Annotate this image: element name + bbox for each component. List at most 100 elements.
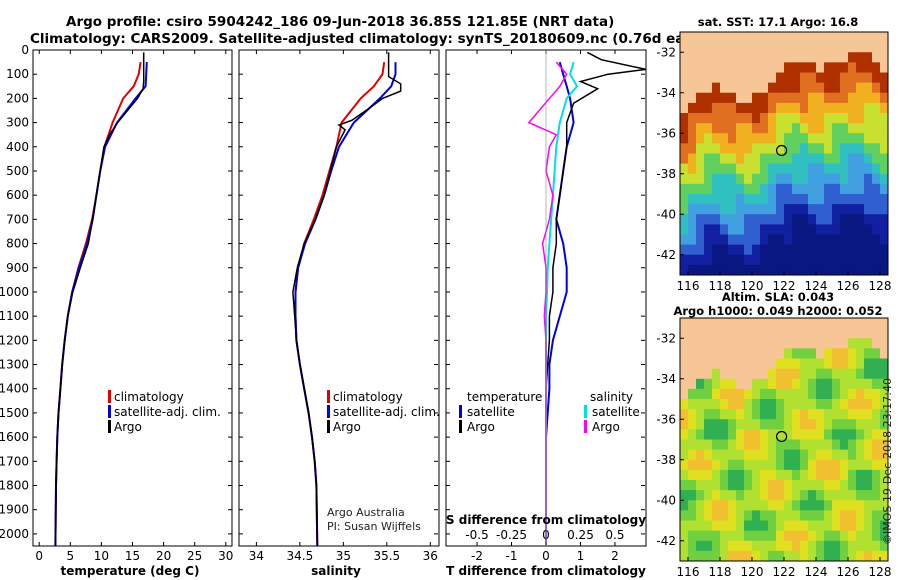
map-cell (824, 500, 833, 511)
map-cell (816, 194, 825, 205)
map-cell (736, 338, 745, 349)
map-cell (864, 214, 873, 225)
map-cell (776, 254, 785, 266)
map-cell (696, 429, 705, 441)
map-cell (816, 338, 825, 349)
map-cell (832, 439, 841, 451)
map-cell (736, 234, 745, 246)
y-tick-label: 900 (6, 261, 29, 275)
map-cell (680, 173, 689, 185)
map-cell (712, 388, 721, 400)
map-cell (760, 183, 769, 195)
map-cell (824, 409, 833, 420)
map-cell (808, 328, 817, 339)
map-cell (696, 62, 705, 74)
map-cell (880, 429, 889, 441)
map-cell (864, 510, 873, 522)
map-cell (864, 224, 873, 236)
y-tick-label: 0 (21, 43, 29, 57)
map-cell (880, 32, 889, 43)
map-cell (760, 459, 769, 471)
map-cell (784, 449, 793, 461)
map-cell (792, 42, 801, 53)
map-cell (824, 204, 833, 215)
map-cell (832, 530, 841, 542)
map-cell (824, 113, 833, 124)
map-cell (808, 469, 817, 481)
sst-map: 116 118 120 122 124 126 128 -32 -34 -36 -38 -40 -42 (656, 31, 891, 293)
map-cell (840, 469, 849, 481)
map-cell (832, 62, 841, 74)
map-cell (816, 204, 825, 215)
map-cell (768, 153, 777, 165)
map-cell (792, 419, 801, 430)
map-cell (832, 480, 841, 491)
map-cell (800, 358, 809, 370)
map-cell (792, 194, 801, 205)
map-cell (736, 153, 745, 165)
map-cell (840, 42, 849, 53)
map-cell (864, 378, 873, 390)
map-cell (704, 318, 713, 329)
map-cell (680, 510, 689, 522)
map-cell (816, 378, 825, 390)
map-cell (824, 419, 833, 430)
y-tick-label: 200 (6, 91, 29, 105)
map-cell (736, 550, 745, 562)
map-cell (856, 338, 865, 349)
legend-label-argo: Argo (333, 420, 361, 434)
map-cell (864, 113, 873, 124)
map-cell (720, 500, 729, 511)
map-cell (768, 459, 777, 471)
map-cell (696, 42, 705, 53)
map-cell (688, 244, 697, 256)
map-cell (880, 244, 889, 256)
map-cell (872, 123, 881, 134)
map-cell (880, 490, 889, 501)
map-cell (728, 469, 737, 481)
map-cell (824, 102, 833, 114)
x-tick-label: 34.5 (287, 549, 314, 563)
map-cell (808, 214, 817, 225)
map-cell (688, 328, 697, 339)
map-cell (760, 378, 769, 390)
map-cell (800, 143, 809, 155)
map-cell (864, 102, 873, 114)
map-cell (840, 52, 849, 63)
map-cell (760, 358, 769, 370)
map-cell (688, 102, 697, 114)
map-cell (752, 254, 761, 266)
map-cell (880, 72, 889, 84)
map-cell (760, 348, 769, 360)
map-cell (792, 429, 801, 441)
y-tick-label: 2000 (0, 527, 29, 541)
map-cell (856, 52, 865, 63)
map-cell (776, 490, 785, 501)
map-cell (800, 234, 809, 246)
map-cell (864, 42, 873, 53)
map-cell (752, 224, 761, 236)
map-cell (792, 540, 801, 552)
map-cell (744, 163, 753, 175)
map-cell (848, 204, 857, 215)
map-cell (848, 510, 857, 522)
series-line-temperature-argo (545, 51, 647, 546)
map-cell (712, 490, 721, 501)
map-cell (768, 123, 777, 134)
map-cell (736, 224, 745, 236)
map-cell (832, 510, 841, 522)
map-cell (808, 194, 817, 205)
legend-swatch-t-satellite (459, 405, 462, 418)
map-cell (704, 368, 713, 380)
map-cell (680, 338, 689, 349)
map-cell (808, 123, 817, 134)
map-cell (856, 72, 865, 84)
map-cell (800, 368, 809, 380)
map-cell (720, 264, 729, 276)
map-cell (784, 82, 793, 94)
map-cell (800, 439, 809, 451)
map-cell (752, 439, 761, 451)
map-y-tick-label: -40 (656, 207, 676, 221)
map-cell (704, 530, 713, 542)
map-cell (720, 234, 729, 246)
